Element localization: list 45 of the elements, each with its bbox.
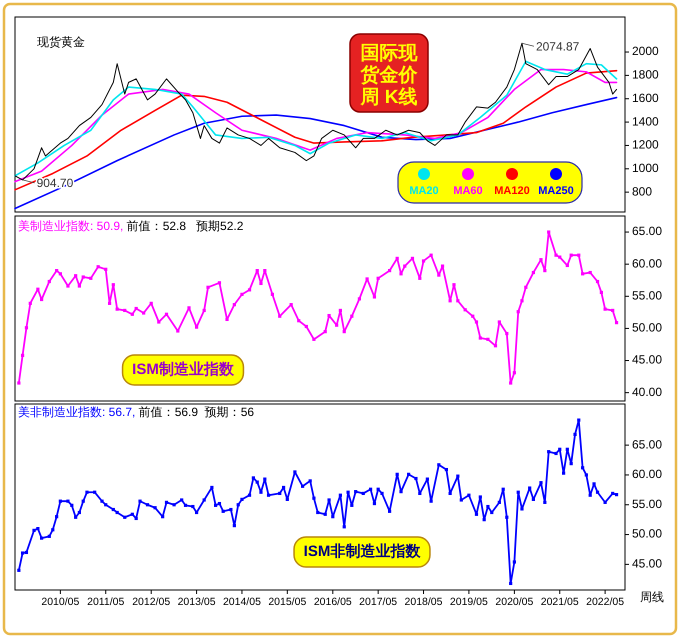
y-tick-label: 800 bbox=[632, 184, 652, 198]
y-tick-label: 60.00 bbox=[632, 467, 662, 482]
text: 现货黄金 bbox=[37, 35, 85, 49]
x-tick-label: 2018/05 bbox=[404, 596, 443, 608]
annotation: 2074.87 bbox=[536, 39, 580, 54]
y-tick-label: 60.00 bbox=[632, 256, 662, 270]
y-tick-label: 65.00 bbox=[632, 437, 662, 452]
x-tick-label: 2017/05 bbox=[359, 596, 398, 608]
x-tick-label: 2020/05 bbox=[495, 596, 534, 608]
x-tick-label: 2014/05 bbox=[222, 596, 262, 608]
x-tick-label: 2012/05 bbox=[132, 596, 170, 608]
chart-subtitle: 前值：56.9 预期：56 bbox=[135, 405, 254, 419]
legend-label: MA20 bbox=[409, 185, 439, 197]
y-tick-label: 55.00 bbox=[632, 496, 662, 511]
y-tick-label: 65.00 bbox=[632, 224, 662, 238]
x-tick-label: 2021/05 bbox=[540, 596, 579, 608]
y-tick-label: 50.00 bbox=[632, 320, 662, 335]
y-tick-label: 55.00 bbox=[632, 288, 662, 302]
y-tick-label: 2000 bbox=[632, 44, 660, 58]
y-tick-label: 40.00 bbox=[632, 384, 662, 399]
chart-title: 美制造业指数: 50.9, bbox=[18, 219, 124, 233]
y-tick-label: 50.00 bbox=[632, 526, 662, 541]
x-tick-label: 2011/05 bbox=[87, 596, 124, 608]
y-tick-label: 1800 bbox=[632, 68, 660, 82]
x-tick-label: 2019/05 bbox=[450, 596, 488, 608]
chart-title: 美非制造业指数: 56.7, bbox=[18, 405, 136, 419]
annotation: ISM制造业指数 bbox=[132, 360, 235, 378]
chart-subtitle: 前值：52.8 预期52.2 bbox=[123, 219, 244, 233]
x-tick-label: 2010/05 bbox=[41, 596, 80, 608]
y-tick-label: 1600 bbox=[632, 90, 660, 105]
y-tick-label: 1400 bbox=[632, 114, 660, 128]
x-tick-label: 2015/05 bbox=[268, 596, 306, 608]
legend-label: MA250 bbox=[538, 185, 574, 197]
y-tick-label: 45.00 bbox=[632, 352, 662, 367]
y-tick-label: 1000 bbox=[632, 160, 660, 175]
y-tick-label: 1200 bbox=[632, 138, 660, 152]
text: 周线 bbox=[640, 590, 664, 604]
legend-label: MA120 bbox=[494, 185, 530, 197]
y-tick-label: 45.00 bbox=[632, 556, 662, 571]
annotation: ISM非制造业指数 bbox=[304, 542, 422, 560]
x-tick-label: 2013/05 bbox=[178, 596, 216, 608]
annotation: 国际现货金价周 K线 bbox=[360, 43, 418, 108]
x-tick-label: 2016/05 bbox=[314, 596, 352, 608]
legend-label: MA60 bbox=[453, 185, 483, 197]
x-tick-label: 2022/05 bbox=[586, 596, 624, 608]
